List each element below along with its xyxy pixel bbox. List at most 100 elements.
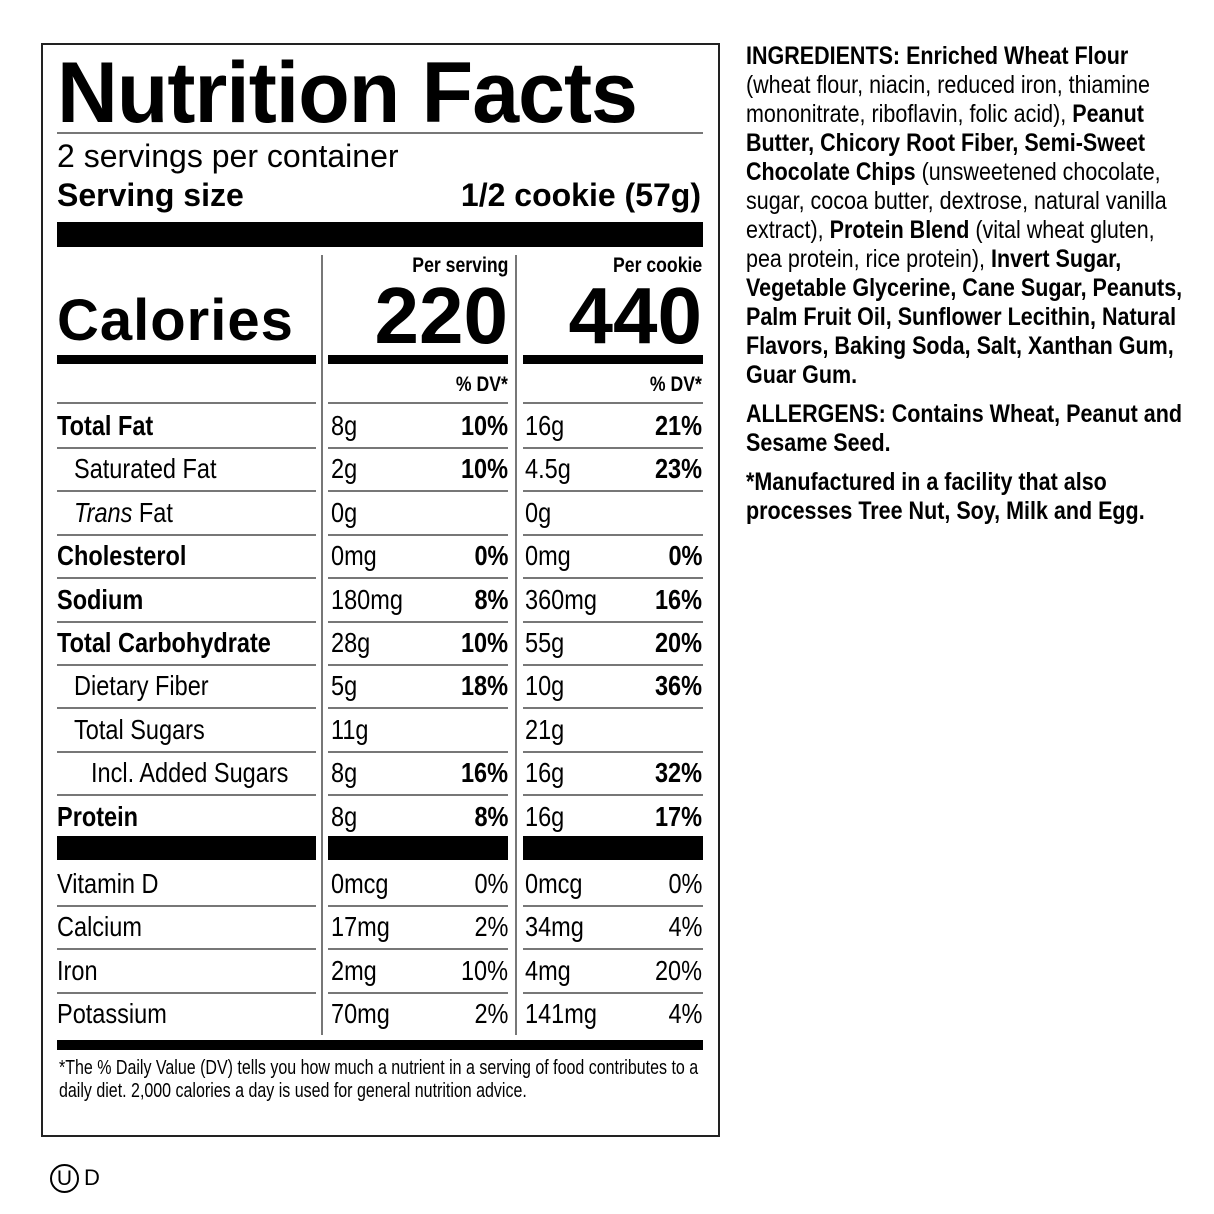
dv-per-serving: 10% bbox=[428, 447, 508, 490]
row-divider bbox=[57, 447, 316, 449]
row-divider bbox=[57, 750, 316, 753]
dv-per-cookie: 16% bbox=[622, 578, 702, 621]
row-divider bbox=[523, 750, 703, 753]
row-divider bbox=[328, 794, 508, 797]
amount-per-serving: 11g bbox=[331, 708, 426, 751]
amount-per-serving-text: 2g bbox=[331, 453, 358, 485]
amount-per-serving: 8g bbox=[331, 751, 426, 794]
amount-per-serving-text: 8g bbox=[331, 757, 358, 789]
divider bbox=[57, 132, 703, 134]
amount-per-cookie-text: 21g bbox=[525, 713, 565, 745]
ingredient-bold-text: *Manufactured in a facility that also pr… bbox=[746, 468, 1145, 525]
dv-per-cookie: 20% bbox=[622, 621, 702, 664]
amount-per-cookie: 21g bbox=[525, 708, 620, 751]
amount-per-cookie: 0g bbox=[525, 491, 620, 534]
kosher-symbol: U bbox=[56, 1167, 73, 1190]
per-serving-header: Per serving bbox=[338, 254, 508, 278]
dv-per-cookie-text: 32% bbox=[654, 757, 702, 789]
dv-per-serving-text: 0% bbox=[474, 868, 508, 899]
amount-per-cookie-text: 55g bbox=[525, 627, 565, 658]
dv-per-cookie-text: 4% bbox=[668, 911, 702, 943]
dv-per-serving: 10% bbox=[428, 621, 508, 664]
amount-per-serving: 8g bbox=[331, 795, 426, 838]
amount-per-serving: 28g bbox=[331, 621, 426, 664]
nutrient-name: Saturated Fat bbox=[74, 447, 217, 490]
dv-per-serving: 16% bbox=[428, 751, 508, 794]
per-serving-header-text: Per serving bbox=[411, 254, 508, 277]
nutrient-label: Calcium bbox=[57, 905, 312, 948]
row-divider bbox=[523, 490, 703, 493]
amount-per-cookie-text: 16g bbox=[525, 757, 565, 789]
nutrient-name: Total Carbohydrate bbox=[57, 621, 271, 664]
ingredient-bold-text: Protein Blend bbox=[829, 216, 970, 244]
nutrient-name: Calcium bbox=[57, 905, 142, 948]
row-divider bbox=[57, 707, 316, 710]
dv-per-cookie-text: 36% bbox=[654, 670, 702, 702]
thick-divider bbox=[57, 222, 703, 247]
nutrient-name-italic: Trans bbox=[74, 496, 133, 528]
ingredients-paragraph: INGREDIENTS: Enriched Wheat Flour (wheat… bbox=[746, 42, 1193, 390]
row-divider bbox=[328, 620, 508, 623]
nutrient-label: Incl. Added Sugars bbox=[91, 751, 312, 794]
row-divider bbox=[57, 577, 316, 580]
dv-per-serving-text: 8% bbox=[474, 583, 508, 615]
amount-per-serving: 180mg bbox=[331, 578, 426, 621]
servings-per-container: 2 servings per container bbox=[57, 138, 399, 174]
nutrient-label: Protein bbox=[57, 795, 312, 838]
dv-per-serving: 8% bbox=[428, 578, 508, 621]
dv-per-cookie-text: 23% bbox=[654, 453, 702, 485]
row-divider bbox=[57, 794, 316, 797]
nutrient-name: Iron bbox=[57, 949, 98, 992]
amount-per-serving-text: 0mg bbox=[331, 540, 377, 572]
dv-per-cookie: 36% bbox=[622, 664, 702, 707]
amount-per-serving-text: 17mg bbox=[331, 911, 390, 943]
amount-per-serving-text: 5g bbox=[331, 670, 358, 702]
amount-per-serving-text: 70mg bbox=[331, 998, 390, 1030]
amount-per-cookie-text: 0mg bbox=[525, 540, 571, 572]
per-cookie-header-text: Per cookie bbox=[612, 254, 702, 277]
amount-per-cookie: 55g bbox=[525, 621, 620, 664]
row-divider bbox=[328, 402, 508, 404]
amount-per-serving: 70mg bbox=[331, 992, 426, 1035]
dv-per-cookie-text: 17% bbox=[654, 800, 702, 832]
ingredient-text: (vital wheat gluten, pea protein, rice p… bbox=[746, 216, 1155, 273]
row-divider bbox=[328, 750, 508, 753]
amount-per-serving-text: 180mg bbox=[331, 583, 403, 615]
dv-per-cookie: 21% bbox=[622, 404, 702, 447]
dv-per-cookie: 20% bbox=[622, 949, 702, 992]
calories-label: Calories bbox=[57, 288, 294, 353]
amount-per-cookie-text: 16g bbox=[525, 800, 565, 832]
dv-per-cookie-text: 21% bbox=[654, 410, 702, 441]
dv-per-cookie: 0% bbox=[622, 862, 702, 905]
row-divider bbox=[328, 905, 508, 907]
row-divider bbox=[328, 577, 508, 580]
amount-per-cookie: 4mg bbox=[525, 949, 620, 992]
nutrient-label: Cholesterol bbox=[57, 534, 312, 577]
nutrient-label: Sodium bbox=[57, 578, 312, 621]
row-divider bbox=[57, 490, 316, 493]
serving-size-value: 1/2 cookie (57g) bbox=[460, 177, 701, 213]
divider bbox=[328, 355, 508, 364]
amount-per-serving-text: 11g bbox=[331, 713, 369, 745]
ingredients-panel: INGREDIENTS: Enriched Wheat Flour (wheat… bbox=[746, 42, 1193, 536]
nutrient-name-text: Calcium bbox=[57, 911, 142, 943]
nutrient-name-text: Total Carbohydrate bbox=[57, 627, 271, 658]
dv-per-serving: 0% bbox=[428, 862, 508, 905]
thick-divider bbox=[328, 836, 508, 860]
row-divider bbox=[328, 707, 508, 710]
amount-per-cookie-text: 360mg bbox=[525, 583, 597, 615]
row-divider bbox=[523, 794, 703, 797]
ingredient-bold-text: INGREDIENTS: Enriched Wheat Flour bbox=[746, 42, 1129, 70]
amount-per-serving-text: 8g bbox=[331, 410, 358, 441]
dv-per-cookie-text: 0% bbox=[668, 868, 702, 899]
nutrient-name-text: Saturated Fat bbox=[74, 453, 217, 485]
nutrient-name: Cholesterol bbox=[57, 534, 186, 577]
dv-per-serving: 8% bbox=[428, 795, 508, 838]
dv-per-cookie: 17% bbox=[622, 795, 702, 838]
amount-per-serving: 0mg bbox=[331, 534, 426, 577]
nutrient-label: Saturated Fat bbox=[74, 447, 312, 490]
row-divider bbox=[57, 533, 316, 536]
amount-per-cookie: 10g bbox=[525, 664, 620, 707]
dv-per-serving: 10% bbox=[428, 949, 508, 992]
row-divider bbox=[328, 664, 508, 666]
